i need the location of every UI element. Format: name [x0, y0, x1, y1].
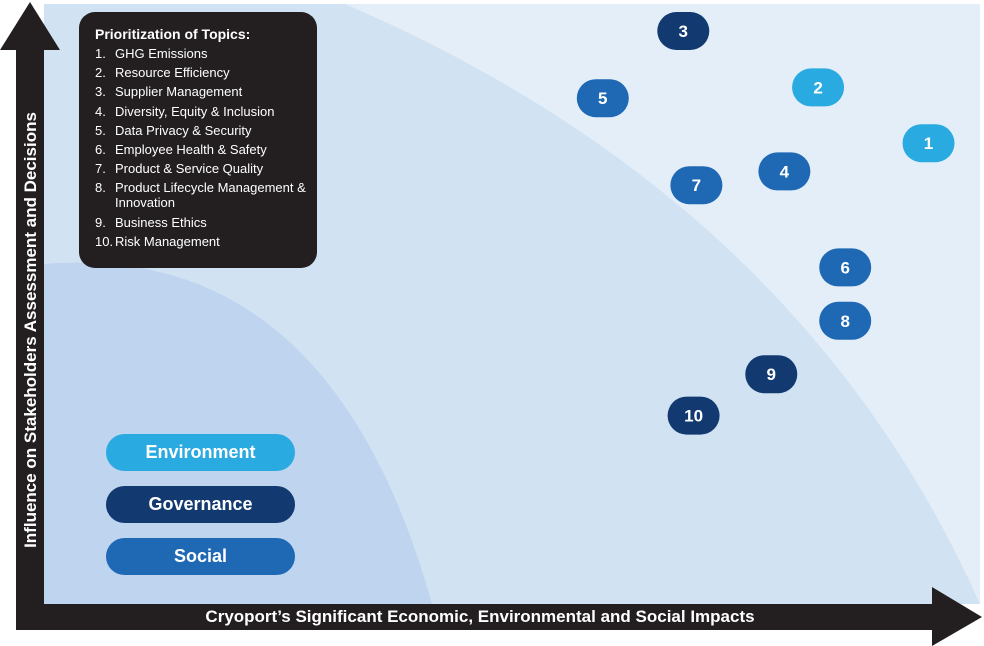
topic-number: 5. — [95, 122, 106, 138]
topic-label: Data Privacy & Security — [115, 122, 252, 138]
topic-marker-pill — [819, 248, 872, 287]
topic-marker-label: 7 — [692, 176, 701, 195]
topic-marker-9: 9 — [745, 355, 798, 394]
topic-item: 3. Supplier Management — [95, 84, 307, 99]
topic-number: 3. — [95, 84, 106, 100]
topic-number: 8. — [95, 180, 106, 196]
topic-label: Product & Service Quality — [115, 161, 264, 177]
topic-marker-1: 1 — [902, 124, 955, 163]
topic-label: Diversity, Equity & Inclusion — [115, 103, 275, 119]
topic-number: 6. — [95, 141, 106, 157]
topic-marker-pill — [667, 396, 720, 435]
topic-marker-label: 10 — [684, 407, 703, 426]
topics-list: 1. GHG Emissions 2. Resource Efficiency 3. Su… — [95, 46, 307, 249]
topic-number: 9. — [95, 214, 106, 230]
topic-marker-pill — [657, 12, 710, 50]
topic-marker-label: 2 — [813, 78, 822, 97]
x-axis-arrowhead — [932, 587, 982, 646]
topic-marker-pill — [670, 166, 723, 205]
topic-number: 2. — [95, 65, 106, 81]
y-axis-title: Influence on Stakeholders Assessment and… — [21, 112, 40, 548]
x-axis-bar — [16, 604, 934, 630]
topic-number: 7. — [95, 161, 106, 177]
topic-label: Employee Health & Safety — [115, 141, 267, 157]
topics-title: Prioritization of Topics: — [95, 26, 251, 42]
topic-item: 6. Employee Health & Safety — [95, 142, 307, 157]
topic-label: Business Ethics — [115, 214, 207, 230]
topic-marker-label: 8 — [840, 312, 849, 331]
topic-marker-label: 3 — [679, 22, 688, 41]
topic-label: Risk Management — [115, 233, 220, 249]
topic-item: 2. Resource Efficiency — [95, 65, 307, 80]
topic-marker-label: 6 — [840, 258, 849, 277]
topic-item: 7. Product & Service Quality — [95, 161, 307, 176]
topic-marker-5: 5 — [576, 79, 629, 118]
topic-marker-4: 4 — [758, 152, 811, 191]
topic-marker-label: 9 — [767, 365, 776, 384]
topic-marker-pill — [758, 152, 811, 191]
topic-marker-pill — [745, 355, 798, 394]
topic-item: 5. Data Privacy & Security — [95, 123, 307, 138]
topic-label: Product Lifecycle Management & Innovatio… — [115, 180, 306, 211]
topic-item: 8. Product Lifecycle Management & Innovat… — [95, 180, 307, 210]
topic-marker-10: 10 — [667, 396, 720, 435]
x-axis-title: Cryoport’s Significant Economic, Environ… — [205, 607, 754, 626]
topic-number: 1. — [95, 46, 106, 61]
topic-marker-label: 1 — [924, 134, 933, 153]
topic-marker-pill — [792, 68, 845, 107]
prioritization-topics-box: Prioritization of Topics: 1. GHG Emission… — [79, 12, 317, 268]
legend-environment: Environment — [106, 434, 295, 471]
topic-marker-label: 4 — [780, 162, 790, 181]
topic-label: Resource Efficiency — [115, 65, 230, 81]
y-axis-bar — [16, 46, 44, 630]
topic-item: 9. Business Ethics — [95, 215, 307, 230]
topic-marker-8: 8 — [819, 301, 872, 340]
topic-marker-pill — [902, 124, 955, 163]
legend-governance: Governance — [106, 486, 295, 523]
legend-social: Social — [106, 538, 295, 575]
topic-marker-pill — [576, 79, 629, 118]
topic-item: 1. GHG Emissions — [95, 46, 307, 61]
topic-label: Supplier Management — [115, 84, 243, 100]
topic-item: 4. Diversity, Equity & Inclusion — [95, 104, 307, 119]
topic-item: 10. Risk Management — [95, 234, 307, 249]
topic-marker-7: 7 — [670, 166, 723, 205]
topic-label: GHG Emissions — [115, 46, 208, 61]
topic-number: 4. — [95, 103, 106, 119]
topic-marker-label: 5 — [598, 89, 607, 108]
topic-marker-2: 2 — [792, 68, 845, 107]
topic-marker-6: 6 — [819, 248, 872, 287]
y-axis-arrowhead — [0, 2, 60, 50]
topic-marker-pill — [819, 301, 872, 340]
topic-marker-3: 3 — [657, 12, 710, 50]
topic-number: 10. — [95, 233, 114, 249]
